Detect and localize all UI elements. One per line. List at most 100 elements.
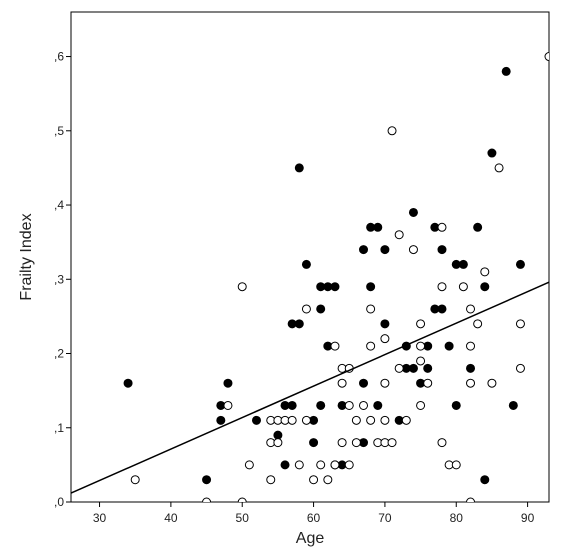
data-point-filled [380,245,390,255]
data-point-open [394,363,404,373]
data-point-open [301,415,311,425]
data-point-filled [273,430,283,440]
data-point-filled [280,460,290,470]
data-point-open [515,319,525,329]
y-tick-label: ,2 [54,347,64,361]
data-point-open [380,378,390,388]
data-point-filled [380,319,390,329]
data-point-open [351,415,361,425]
data-point-open [287,415,297,425]
data-point-filled [330,282,340,292]
data-point-open [394,230,404,240]
data-point-filled [408,207,418,217]
data-point-open [423,378,433,388]
data-point-filled [294,163,304,173]
data-point-filled [373,400,383,410]
data-point-filled [202,475,212,485]
data-point-filled [366,282,376,292]
data-point-open [458,282,468,292]
data-point-filled [508,400,518,410]
data-point-open [437,282,447,292]
data-point-open [366,341,376,351]
data-point-open [359,400,369,410]
data-point-open [344,460,354,470]
data-point-open [451,460,461,470]
data-point-open [237,282,247,292]
data-point-open [130,475,140,485]
data-point-open [408,245,418,255]
x-tick-label: 70 [378,511,392,525]
x-axis: 30 40 50 60 70 80 90 [93,502,535,525]
data-point-open [309,475,319,485]
data-point-open [380,415,390,425]
data-point-open [301,304,311,314]
data-point-open [266,475,276,485]
x-tick-label: 30 [93,511,107,525]
y-tick-label: ,4 [54,198,64,212]
regression-line-group [71,281,549,494]
data-point-open [416,356,426,366]
data-point-filled [501,66,511,76]
data-point-open [323,475,333,485]
data-point-filled [216,415,226,425]
data-point-filled [451,400,461,410]
data-point-filled [408,363,418,373]
data-point-open [466,497,476,502]
data-point-open [473,319,483,329]
data-point-filled [515,259,525,269]
data-point-open [330,460,340,470]
data-point-open [223,400,233,410]
x-tick-label: 40 [164,511,178,525]
data-point-open [416,341,426,351]
y-tick-label: ,3 [54,272,64,286]
x-tick-label: 80 [450,511,464,525]
regression-line [71,281,549,494]
data-point-filled [423,363,433,373]
x-tick-label: 50 [236,511,250,525]
data-point-open [480,267,490,277]
data-point-filled [437,304,447,314]
data-point-filled [359,245,369,255]
y-tick-label: ,5 [54,124,64,138]
data-point-open [466,378,476,388]
data-point-filled [316,304,326,314]
data-point-filled [458,259,468,269]
data-point-open [487,378,497,388]
x-tick-label: 60 [307,511,321,525]
data-point-open [344,400,354,410]
data-point-open [316,460,326,470]
data-point-open [387,438,397,448]
data-point-filled [301,259,311,269]
data-point-open [244,460,254,470]
data-point-filled [480,282,490,292]
data-point-open [437,438,447,448]
data-point-open [416,400,426,410]
data-point-open [337,378,347,388]
data-point-open [544,52,549,62]
x-axis-title: Age [296,530,325,547]
data-point-open [273,438,283,448]
data-point-open [437,222,447,232]
data-points [123,52,549,502]
data-point-filled [287,400,297,410]
data-point-filled [473,222,483,232]
y-tick-label: ,0 [54,495,64,509]
y-axis: ,0 ,1 ,2 ,3 ,4 ,5 ,6 [54,50,71,509]
y-tick-label: ,6 [54,50,64,64]
data-point-filled [294,319,304,329]
data-point-filled [466,363,476,373]
data-point-open [387,126,397,136]
data-point-open [202,497,212,502]
data-point-open [515,363,525,373]
data-point-open [237,497,247,502]
y-axis-title: Frailty Index [18,213,35,300]
data-point-open [330,341,340,351]
plot-area-frame [70,11,550,503]
data-point-open [466,304,476,314]
data-point-open [494,163,504,173]
data-point-filled [359,378,369,388]
data-point-filled [444,341,454,351]
data-point-open [401,415,411,425]
data-point-open [466,341,476,351]
